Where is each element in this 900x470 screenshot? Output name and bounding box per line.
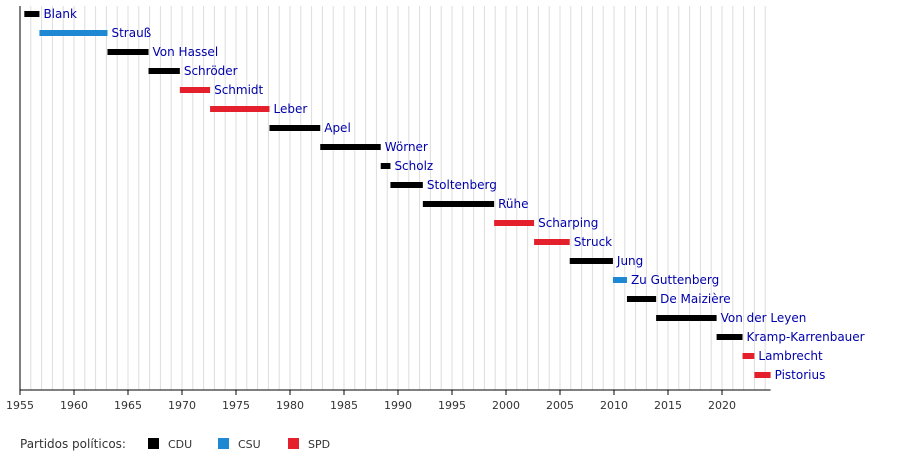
x-tick-label: 1965	[114, 399, 142, 412]
tenure-bar	[754, 372, 771, 378]
minister-label: Schmidt	[214, 83, 263, 97]
tenure-bar	[626, 296, 657, 302]
minister-label: Scholz	[394, 159, 433, 173]
minister-label: Strauß	[111, 26, 151, 40]
legend-swatch	[148, 438, 159, 449]
minister-label: Struck	[574, 235, 612, 249]
tenure-bar	[380, 163, 391, 169]
minister-label: Lambrecht	[758, 349, 823, 363]
x-tick-label: 2020	[708, 399, 736, 412]
x-tick-label: 1995	[438, 399, 466, 412]
tenure-bar	[39, 30, 108, 36]
x-tick-label: 1955	[6, 399, 34, 412]
minister-label: Pistorius	[775, 368, 826, 382]
tenure-bar	[269, 125, 321, 131]
x-tick-label: 1960	[60, 399, 88, 412]
legend-title: Partidos políticos:	[20, 437, 126, 451]
legend-swatch	[288, 438, 299, 449]
minister-label: Scharping	[538, 216, 598, 230]
legend-label: SPD	[308, 438, 330, 451]
tenure-bar	[612, 277, 627, 283]
legend: Partidos políticos: CDU CSU SPD	[20, 437, 330, 451]
tenure-bar	[534, 239, 570, 245]
tenure-bar	[179, 87, 211, 93]
tenure-bar	[656, 315, 717, 321]
x-tick-label: 2005	[546, 399, 574, 412]
minister-label: Von der Leyen	[721, 311, 807, 325]
minister-label: Von Hassel	[153, 45, 219, 59]
x-tick-label: 2000	[492, 399, 520, 412]
minister-label: De Maizière	[660, 292, 731, 306]
legend-label: CDU	[168, 438, 192, 451]
x-tick-label: 1970	[168, 399, 196, 412]
minister-label: Apel	[324, 121, 351, 135]
minister-label: Stoltenberg	[427, 178, 497, 192]
tenure-bar	[390, 182, 423, 188]
tenure-bar	[422, 201, 495, 207]
minister-label: Leber	[273, 102, 307, 116]
tenure-bar	[210, 106, 270, 112]
tenure-bar	[24, 11, 40, 17]
minister-label: Blank	[43, 7, 77, 21]
minister-label: Schröder	[184, 64, 238, 78]
minister-label: Zu Guttenberg	[631, 273, 719, 287]
axes: 1955 1960 1965 1970 1975 1980 1985 1990 1995 2000…	[6, 6, 771, 412]
tenure-bar	[716, 334, 743, 340]
tenure-bar	[742, 353, 755, 359]
tenure-bar	[494, 220, 535, 226]
x-tick-label: 2010	[600, 399, 628, 412]
minister-label: Jung	[616, 254, 643, 268]
minister-label: Wörner	[385, 140, 428, 154]
legend-swatch	[218, 438, 229, 449]
x-tick-label: 1990	[384, 399, 412, 412]
minister-label: Rühe	[498, 197, 528, 211]
x-tick-label: 2015	[654, 399, 682, 412]
tenure-bar	[320, 144, 381, 150]
minister-label: Kramp-Karrenbauer	[747, 330, 865, 344]
legend-label: CSU	[238, 438, 261, 451]
x-tick-label: 1980	[276, 399, 304, 412]
tenure-bar	[107, 49, 149, 55]
x-tick-label: 1985	[330, 399, 358, 412]
tenure-bar	[569, 258, 613, 264]
grid	[30, 6, 766, 390]
tenure-bar	[148, 68, 180, 74]
x-tick-label: 1975	[222, 399, 250, 412]
